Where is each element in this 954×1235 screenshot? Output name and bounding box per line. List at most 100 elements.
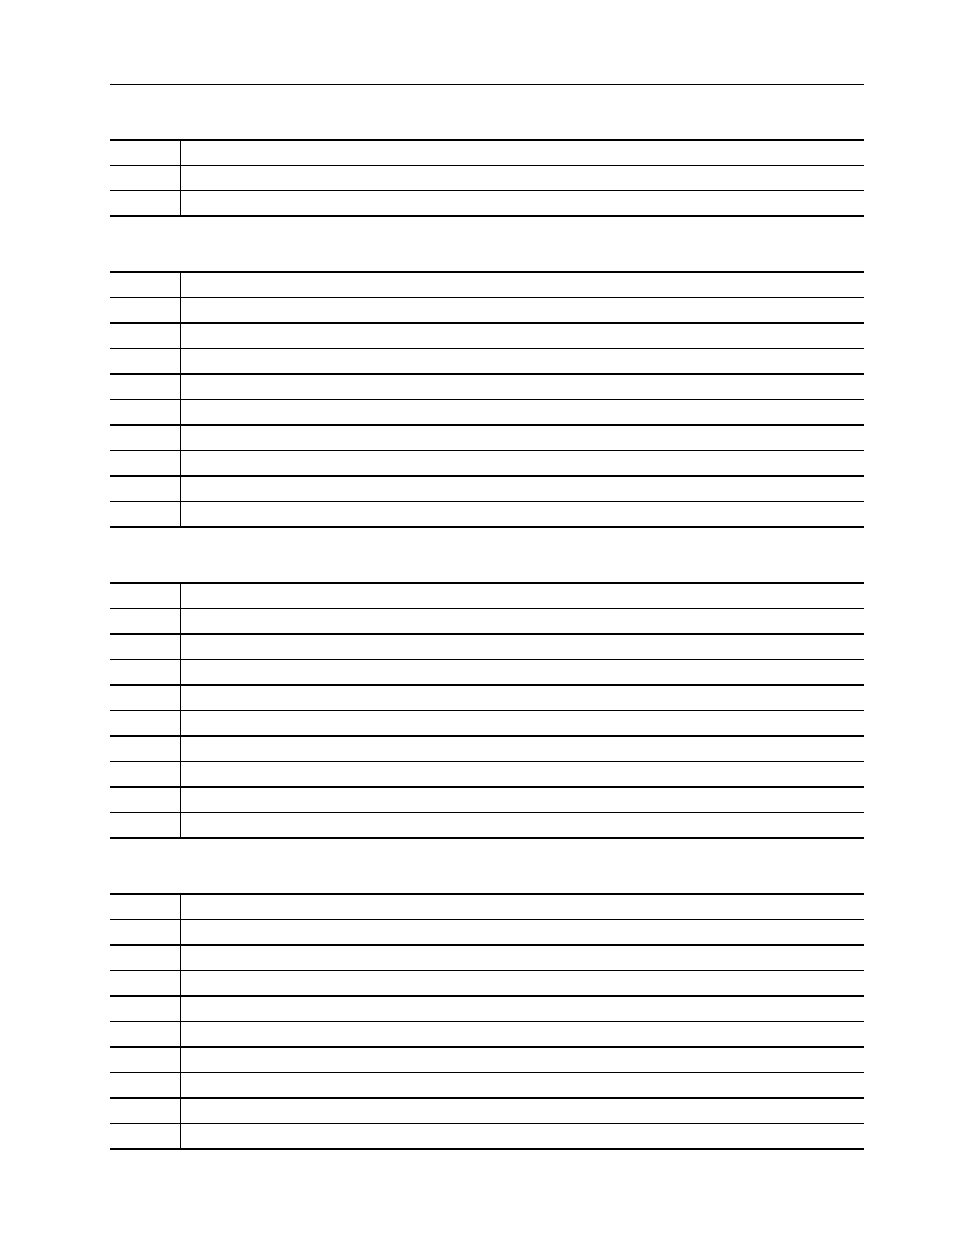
cell-right [181, 1073, 865, 1099]
cell-right [181, 1022, 865, 1048]
table-row [110, 945, 864, 971]
cell-left [110, 787, 181, 813]
cell-left [110, 660, 181, 686]
table-row [110, 609, 864, 635]
cell-right [181, 920, 865, 946]
cell-right [181, 476, 865, 502]
table-row [110, 1073, 864, 1099]
cell-right [181, 425, 865, 451]
cell-right [181, 140, 865, 166]
table-row [110, 971, 864, 997]
cell-left [110, 425, 181, 451]
table-row [110, 894, 864, 920]
table-row [110, 1124, 864, 1150]
table-row [110, 191, 864, 217]
cell-left [110, 476, 181, 502]
table-3 [110, 582, 864, 839]
section-1 [110, 139, 864, 217]
table-row [110, 140, 864, 166]
header-rule [110, 84, 864, 85]
cell-right [181, 400, 865, 426]
cell-left [110, 920, 181, 946]
cell-left [110, 1047, 181, 1073]
cell-left [110, 272, 181, 298]
section-3 [110, 582, 864, 839]
table-row [110, 323, 864, 349]
cell-right [181, 660, 865, 686]
cell-right [181, 502, 865, 528]
section-2 [110, 271, 864, 528]
cell-right [181, 685, 865, 711]
document-page [0, 0, 954, 1235]
cell-left [110, 400, 181, 426]
table-row [110, 374, 864, 400]
cell-left [110, 583, 181, 609]
cell-right [181, 634, 865, 660]
cell-right [181, 349, 865, 375]
table-row [110, 272, 864, 298]
table-row [110, 476, 864, 502]
cell-left [110, 166, 181, 191]
cell-right [181, 323, 865, 349]
table-row [110, 349, 864, 375]
cell-right [181, 996, 865, 1022]
cell-right [181, 1098, 865, 1124]
cell-left [110, 813, 181, 839]
cell-left [110, 502, 181, 528]
cell-right [181, 813, 865, 839]
cell-left [110, 1073, 181, 1099]
table-2 [110, 271, 864, 528]
cell-left [110, 374, 181, 400]
cell-right [181, 1047, 865, 1073]
cell-right [181, 945, 865, 971]
cell-right [181, 762, 865, 788]
table-row [110, 787, 864, 813]
table-row [110, 685, 864, 711]
cell-left [110, 349, 181, 375]
table-row [110, 736, 864, 762]
cell-right [181, 711, 865, 737]
table-row [110, 400, 864, 426]
cell-left [110, 762, 181, 788]
cell-right [181, 894, 865, 920]
table-row [110, 425, 864, 451]
table-row [110, 1098, 864, 1124]
table-row [110, 502, 864, 528]
cell-left [110, 323, 181, 349]
cell-right [181, 191, 865, 217]
section-4 [110, 893, 864, 1150]
cell-left [110, 971, 181, 997]
cell-left [110, 1022, 181, 1048]
cell-left [110, 894, 181, 920]
table-row [110, 920, 864, 946]
cell-left [110, 996, 181, 1022]
table-row [110, 634, 864, 660]
table-row [110, 451, 864, 477]
cell-right [181, 298, 865, 324]
cell-right [181, 583, 865, 609]
cell-right [181, 166, 865, 191]
cell-right [181, 971, 865, 997]
cell-left [110, 711, 181, 737]
table-4 [110, 893, 864, 1150]
table-row [110, 1022, 864, 1048]
cell-left [110, 685, 181, 711]
table-row [110, 813, 864, 839]
table-row [110, 762, 864, 788]
table-row [110, 660, 864, 686]
table-row [110, 996, 864, 1022]
cell-right [181, 1124, 865, 1150]
cell-right [181, 451, 865, 477]
table-row [110, 298, 864, 324]
cell-left [110, 191, 181, 217]
cell-left [110, 736, 181, 762]
table-row [110, 711, 864, 737]
cell-left [110, 634, 181, 660]
cell-left [110, 945, 181, 971]
cell-right [181, 272, 865, 298]
cell-left [110, 298, 181, 324]
cell-left [110, 1124, 181, 1150]
table-row [110, 583, 864, 609]
cell-right [181, 374, 865, 400]
cell-left [110, 140, 181, 166]
